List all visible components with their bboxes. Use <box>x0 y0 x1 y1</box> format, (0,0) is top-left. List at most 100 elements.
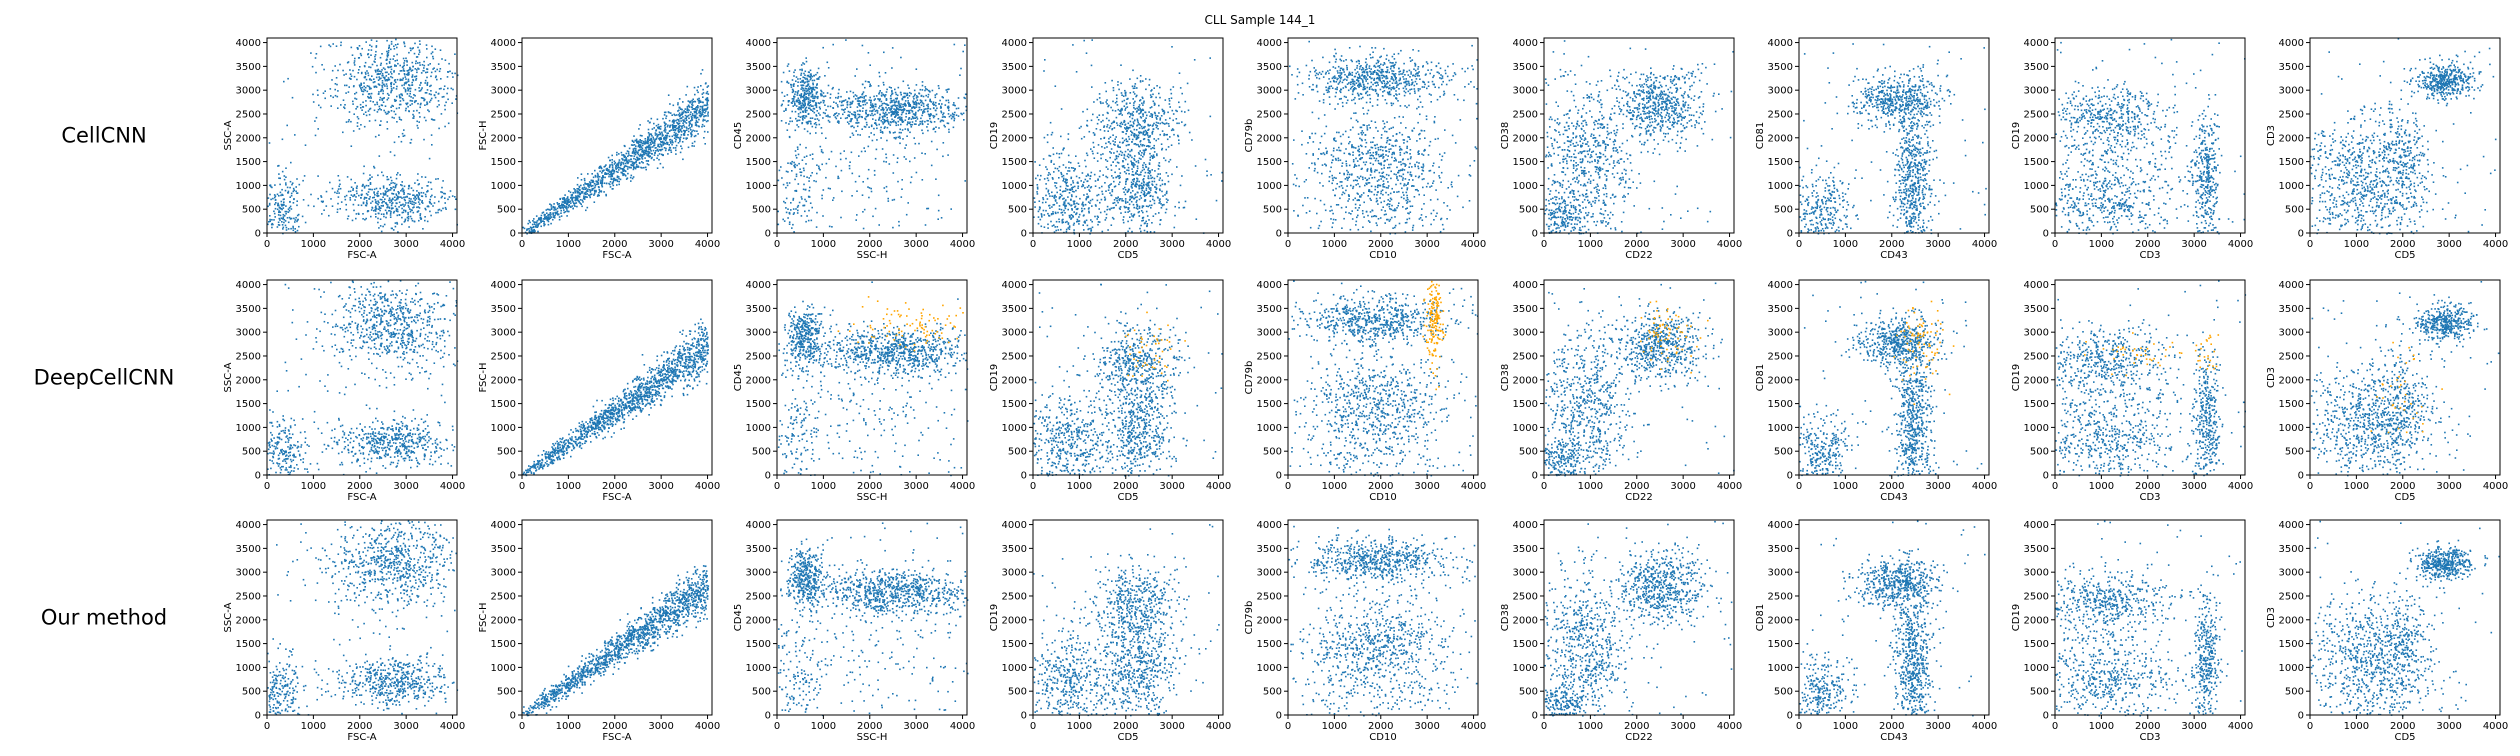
data-point <box>888 121 890 123</box>
data-point <box>416 207 418 209</box>
data-point <box>410 47 412 49</box>
data-point <box>383 175 385 177</box>
data-point <box>885 107 887 109</box>
data-point <box>1133 102 1135 104</box>
data-point <box>354 195 356 197</box>
data-point <box>614 161 616 163</box>
data-point <box>403 41 405 43</box>
data-point <box>675 139 677 141</box>
data-point <box>874 170 876 172</box>
data-point <box>410 211 412 213</box>
data-point <box>869 64 871 66</box>
data-point <box>928 108 930 110</box>
data-point <box>323 69 325 71</box>
data-point <box>699 109 701 111</box>
data-point <box>820 146 822 148</box>
data-point <box>330 88 332 90</box>
data-point <box>798 183 800 185</box>
data-point <box>897 95 899 97</box>
data-point <box>351 47 353 49</box>
data-point <box>1091 186 1093 188</box>
data-point <box>704 105 706 107</box>
data-point <box>817 72 819 74</box>
data-point <box>608 176 610 178</box>
data-point <box>1067 196 1069 198</box>
data-point <box>383 98 385 100</box>
data-point <box>850 106 852 108</box>
data-point <box>548 218 550 220</box>
data-point <box>352 188 354 190</box>
data-point <box>852 133 854 135</box>
data-point <box>376 188 378 190</box>
data-point <box>416 110 418 112</box>
data-point <box>1113 152 1115 154</box>
data-point <box>650 144 652 146</box>
data-point <box>279 218 281 220</box>
data-point <box>1083 194 1085 196</box>
data-point <box>630 159 632 161</box>
data-point <box>385 190 387 192</box>
data-point <box>886 117 888 119</box>
data-point <box>908 113 910 115</box>
data-point <box>1168 146 1170 148</box>
data-point <box>437 106 439 108</box>
data-point <box>444 85 446 87</box>
data-point <box>407 87 409 89</box>
data-point <box>564 205 566 207</box>
data-point <box>831 226 833 228</box>
data-point <box>896 100 898 102</box>
data-point <box>801 198 803 200</box>
data-point <box>376 40 378 42</box>
data-point <box>404 186 406 188</box>
data-point <box>645 151 647 153</box>
data-point <box>860 101 862 103</box>
data-point <box>372 64 374 66</box>
data-point <box>1120 151 1122 153</box>
data-point <box>691 136 693 138</box>
data-point <box>1110 125 1112 127</box>
data-point <box>819 114 821 116</box>
data-point <box>407 212 409 214</box>
data-point <box>859 134 861 136</box>
data-point <box>601 168 603 170</box>
data-point <box>1037 188 1039 190</box>
data-point <box>601 191 603 193</box>
data-point <box>1149 146 1151 148</box>
data-point <box>1109 157 1111 159</box>
data-point <box>925 86 927 88</box>
data-point <box>376 193 378 195</box>
data-point <box>660 138 662 140</box>
data-point <box>787 81 789 83</box>
data-point <box>355 108 357 110</box>
data-point <box>1141 103 1143 105</box>
data-point <box>931 141 933 143</box>
data-point <box>1046 188 1048 190</box>
data-point <box>812 94 814 96</box>
data-point <box>707 97 709 99</box>
data-point <box>702 106 704 108</box>
data-point <box>288 192 290 194</box>
data-point <box>641 135 643 137</box>
data-point <box>416 75 418 77</box>
data-point <box>368 75 370 77</box>
data-point <box>373 78 375 80</box>
data-point <box>1091 65 1093 67</box>
data-point <box>1086 220 1088 222</box>
data-point <box>817 91 819 93</box>
data-point <box>602 180 604 182</box>
data-point <box>340 104 342 106</box>
data-point <box>801 87 803 89</box>
data-point <box>658 150 660 152</box>
data-point <box>1134 120 1136 122</box>
data-point <box>1059 166 1061 168</box>
data-point <box>906 124 908 126</box>
data-point <box>660 150 662 152</box>
data-point <box>656 136 658 138</box>
data-point <box>532 231 534 233</box>
data-point <box>533 218 535 220</box>
data-point <box>653 138 655 140</box>
data-point <box>372 197 374 199</box>
data-point <box>905 116 907 118</box>
data-point <box>882 116 884 118</box>
data-point <box>423 192 425 194</box>
